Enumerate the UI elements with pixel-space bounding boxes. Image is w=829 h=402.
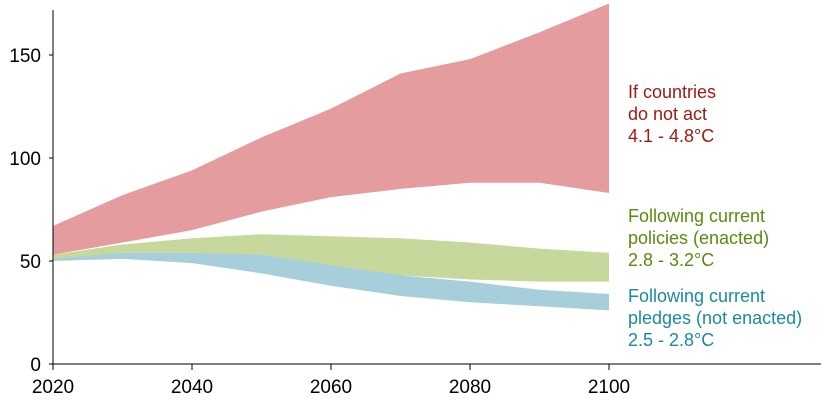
series-label-line: do not act <box>628 104 707 124</box>
series-label-line: 2.8 - 3.2°C <box>628 250 714 270</box>
series-bands <box>53 3 609 311</box>
series-label-line: Following current <box>628 206 765 226</box>
x-tick-label: 2080 <box>449 377 491 398</box>
series-label-line: Following current <box>628 286 765 306</box>
series-label-line: policies (enacted) <box>628 228 769 248</box>
x-tick-label: 2060 <box>310 377 352 398</box>
y-tick-label: 150 <box>9 46 41 67</box>
band-no-action <box>53 3 609 255</box>
series-label-line: 4.1 - 4.8°C <box>628 126 714 146</box>
band-current-pledges <box>53 252 609 311</box>
y-tick-label: 0 <box>30 355 41 376</box>
y-tick-label: 50 <box>20 252 41 273</box>
series-label-line: pledges (not enacted) <box>628 308 802 328</box>
series-label-line: 2.5 - 2.8°C <box>628 330 714 350</box>
series-label-line: If countries <box>628 82 716 102</box>
x-tick-label: 2100 <box>588 377 630 398</box>
x-tick-label: 2020 <box>32 377 74 398</box>
band-current-policies <box>53 234 609 282</box>
axes: 0 50 100 150 2020 2040 2060 2080 2100 <box>9 10 821 398</box>
y-tick-label: 100 <box>9 149 41 170</box>
x-tick-label: 2040 <box>171 377 213 398</box>
